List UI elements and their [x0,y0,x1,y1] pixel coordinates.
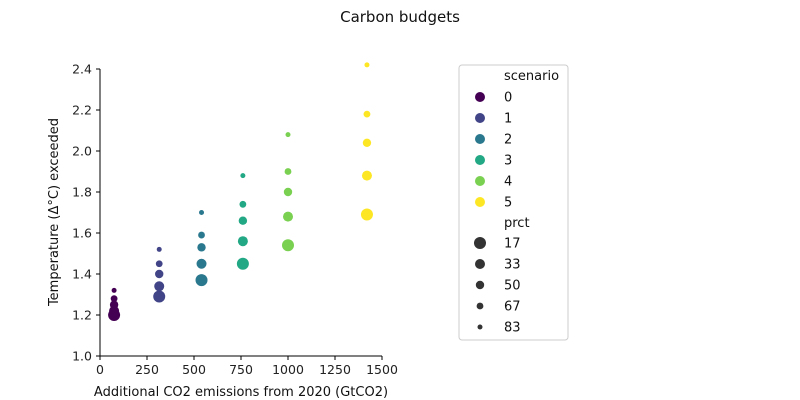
x-ticks: 0 250 500 750 1000 1250 1500 [96,356,398,377]
y-tick-label: 1.0 [72,349,92,364]
legend-marker-scenario [475,197,485,207]
scatter-point-scenario-4 [285,132,291,138]
legend-marker-prct [476,302,484,310]
legend: scenario 0 1 2 3 4 5 prct 17 33 50 67 83 [458,64,569,341]
y-tick-label: 1.8 [72,185,92,200]
legend-label-prct: 50 [504,279,521,294]
legend-label-scenario: 1 [504,112,512,127]
y-tick-label: 1.4 [72,267,92,282]
scatter-point-scenario-3 [239,200,247,208]
legend-frame [458,64,569,341]
scatter-point-scenario-1 [156,246,162,252]
scatter-point-scenario-2 [198,231,205,239]
legend-label-scenario: 3 [504,154,512,169]
scatter-point-scenario-3 [240,173,246,179]
legend-title-scenario: scenario [504,69,559,84]
legend-marker-scenario [475,134,485,144]
scatter-point-scenario-2 [195,274,208,287]
legend-label-scenario: 4 [504,175,512,190]
y-tick-label: 1.2 [72,308,92,323]
scatter-point-scenario-0 [109,300,119,309]
legend-marker-prct [475,280,485,290]
legend-marker-scenario [475,92,485,102]
x-tick-label: 1500 [366,362,398,377]
scatter-point-scenario-1 [154,281,165,292]
x-tick-label: 1000 [272,362,304,377]
scatter-points [108,62,373,321]
scatter-point-scenario-5 [364,62,370,68]
scatter-point-scenario-2 [196,258,207,269]
x-tick-label: 0 [96,362,104,377]
scatter-point-scenario-0 [111,287,117,293]
scatter-point-scenario-3 [237,236,248,247]
scatter-point-scenario-1 [155,260,163,268]
scatter-point-scenario-5 [363,110,371,118]
legend-label-scenario: 0 [504,91,512,106]
x-axis-label: Additional CO2 emissions from 2020 (GtCO… [94,385,388,400]
scatter-point-scenario-4 [284,168,292,175]
scatter-point-scenario-5 [361,170,372,181]
scatter-point-scenario-5 [360,208,373,221]
x-tick-label: 1250 [319,362,351,377]
scatter-point-scenario-3 [236,257,249,270]
scatter-point-scenario-4 [282,239,294,252]
y-tick-label: 1.6 [72,226,92,241]
y-axis-label: Temperature (Δ°C) exceeded [47,118,62,307]
legend-marker-prct [474,237,486,249]
scatter-point-scenario-2 [197,243,206,252]
x-tick-label: 500 [182,362,206,377]
legend-label-prct: 83 [504,321,521,336]
legend-label-scenario: 2 [504,133,512,148]
y-tick-label: 2.2 [72,103,92,118]
legend-marker-scenario [475,113,485,123]
scatter-point-scenario-1 [153,290,166,303]
x-tick-label: 250 [135,362,159,377]
legend-label-scenario: 5 [504,196,512,211]
scatter-point-scenario-0 [110,295,118,302]
legend-label-prct: 17 [504,237,521,252]
scatter-point-scenario-2 [199,210,205,215]
legend-marker-prct [475,259,485,269]
y-tick-label: 2.0 [72,144,92,159]
legend-marker-scenario [475,155,485,165]
y-ticks: 1.0 1.2 1.4 1.6 1.8 2.0 2.2 2.4 [72,62,100,364]
legend-prct-entries: 17 33 50 67 83 [474,237,521,336]
legend-marker-prct [477,324,483,330]
legend-title-prct: prct [504,216,530,231]
legend-label-prct: 33 [504,258,521,273]
x-tick-label: 750 [229,362,253,377]
scatter-point-scenario-1 [155,269,164,279]
y-tick-label: 2.4 [72,62,92,77]
scatter-point-scenario-4 [283,187,293,197]
legend-scenario-entries: 0 1 2 3 4 5 [475,91,512,211]
chart-title: Carbon budgets [340,8,460,26]
scatter-point-scenario-4 [283,211,293,222]
scatter-point-scenario-3 [238,216,248,225]
scatter-point-scenario-0 [109,305,120,316]
axes: 0 250 500 750 1000 1250 1500 1.0 1.2 1.4 1.6 1.8 2.… [72,62,398,378]
scatter-point-scenario-5 [362,138,372,147]
legend-label-prct: 67 [504,300,521,315]
legend-marker-scenario [475,176,485,186]
